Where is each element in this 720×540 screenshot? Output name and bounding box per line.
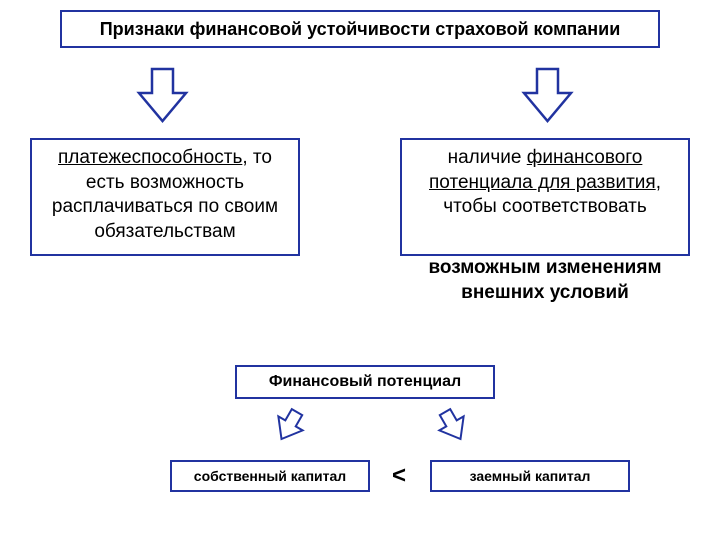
arrow-down-left-small-icon [268, 405, 310, 447]
arrow-down-right-icon [520, 65, 575, 127]
potential-box: наличие финансового потенциала для разви… [400, 138, 690, 256]
arrow-down-left-icon [135, 65, 190, 127]
title-box: Признаки финансовой устойчивости страхов… [60, 10, 660, 48]
potential-extra-2: внешних условий [400, 281, 690, 306]
less-than-sign: < [392, 462, 406, 490]
potential-overflow: возможным изменениям внешних условий [400, 256, 690, 305]
own-capital-box: собственный капитал [170, 460, 370, 492]
title-text: Признаки финансовой устойчивости страхов… [100, 19, 621, 40]
own-capital-label: собственный капитал [194, 468, 346, 484]
solvency-underlined: платежеспособность [58, 147, 242, 168]
borrowed-capital-label: заемный капитал [470, 468, 591, 484]
financial-potential-label: Финансовый потенциал [269, 373, 461, 391]
borrowed-capital-box: заемный капитал [430, 460, 630, 492]
arrow-down-right-small-icon [432, 405, 474, 447]
solvency-box: платежеспособность, то есть возможность … [30, 138, 300, 256]
potential-pre: наличие [448, 147, 527, 168]
financial-potential-box: Финансовый потенциал [235, 365, 495, 399]
potential-extra-1: возможным изменениям [400, 256, 690, 281]
